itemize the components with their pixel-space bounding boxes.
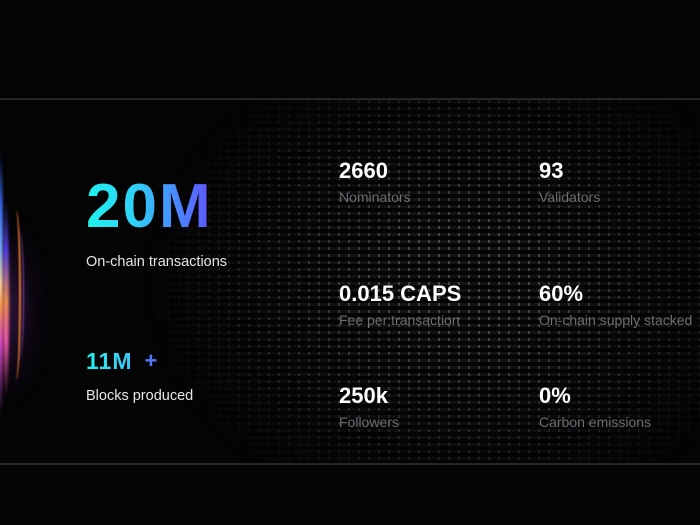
stats-section: 20M On-chain transactions 11M + Blocks pr… [0, 100, 700, 463]
stat-value: 93 [539, 158, 564, 183]
stat-label: Followers [339, 414, 399, 430]
stat-followers: 250k Followers [339, 383, 399, 431]
highlight-value: 20M [86, 176, 227, 238]
stat-supply-stacked: 60% On-chain supply stacked [539, 281, 693, 329]
light-streak-decoration [0, 140, 60, 460]
highlight-stat-transactions: 20M On-chain transactions [86, 176, 228, 271]
stat-carbon: 0% Carbon emissions [539, 383, 652, 431]
highlight-stat-blocks: 11M + Blocks produced [86, 348, 194, 405]
highlight-label: Blocks produced [86, 388, 194, 404]
glow-streak [3, 200, 9, 400]
stat-value: 2660 [339, 158, 388, 183]
plus-icon: + [144, 348, 158, 373]
glow-streak [0, 150, 3, 420]
stat-nominators: 2660 Nominators [339, 158, 411, 206]
stat-label: Nominators [339, 189, 411, 205]
glow-arc [15, 230, 24, 360]
stat-value: 60% [539, 281, 584, 306]
stat-validators: 93 Validators [539, 158, 601, 206]
stat-fee: 0.015 CAPS Fee per transaction [339, 281, 462, 329]
highlight-value: 11M [86, 348, 133, 374]
bottom-divider [0, 463, 700, 465]
stat-label: Validators [539, 189, 601, 205]
stat-label: On-chain supply stacked [539, 312, 693, 328]
dot-grid-background [130, 100, 700, 463]
top-divider [0, 98, 700, 100]
stat-label: Carbon emissions [539, 414, 652, 430]
highlight-label: On-chain transactions [86, 254, 228, 270]
stat-value: 0.015 CAPS [339, 281, 462, 306]
stat-value: 0% [539, 383, 571, 408]
stat-value: 250k [339, 383, 388, 408]
stat-label: Fee per transaction [339, 312, 460, 328]
